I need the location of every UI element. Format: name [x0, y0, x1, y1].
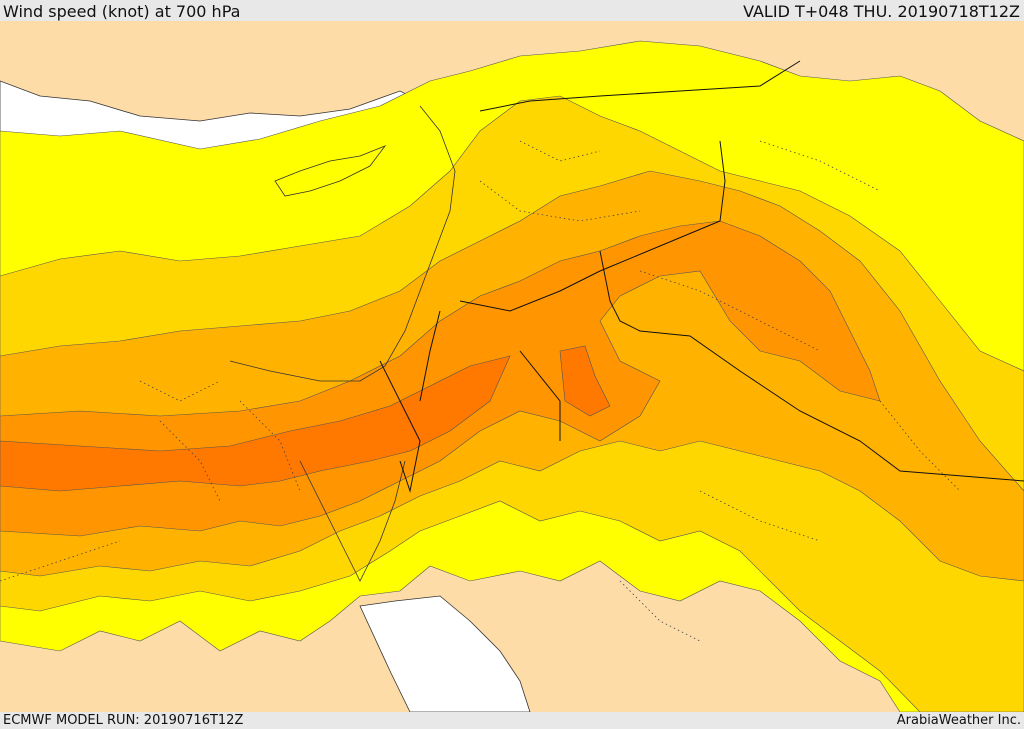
wind-band-5-east [559, 345, 611, 417]
red-sea [359, 595, 531, 712]
header-bar: Wind speed (knot) at 700 hPa VALID T+048… [0, 0, 1024, 21]
sinai-coastline [299, 460, 406, 582]
levant-coastline [229, 105, 456, 382]
map-title: Wind speed (knot) at 700 hPa [3, 2, 241, 21]
wind-speed-map [0, 21, 1024, 712]
valid-time: VALID T+048 THU. 20190718T12Z [743, 2, 1020, 21]
country-borders [379, 60, 1024, 493]
wind-band-5 [0, 355, 511, 492]
province-boundaries [0, 140, 961, 642]
model-run-label: ECMWF MODEL RUN: 20190716T12Z [3, 713, 244, 728]
cyprus-island [274, 145, 387, 197]
credit-label: ArabiaWeather Inc. [896, 713, 1021, 728]
footer-bar: ECMWF MODEL RUN: 20190716T12Z ArabiaWeat… [0, 712, 1024, 729]
map-canvas [0, 21, 1024, 712]
